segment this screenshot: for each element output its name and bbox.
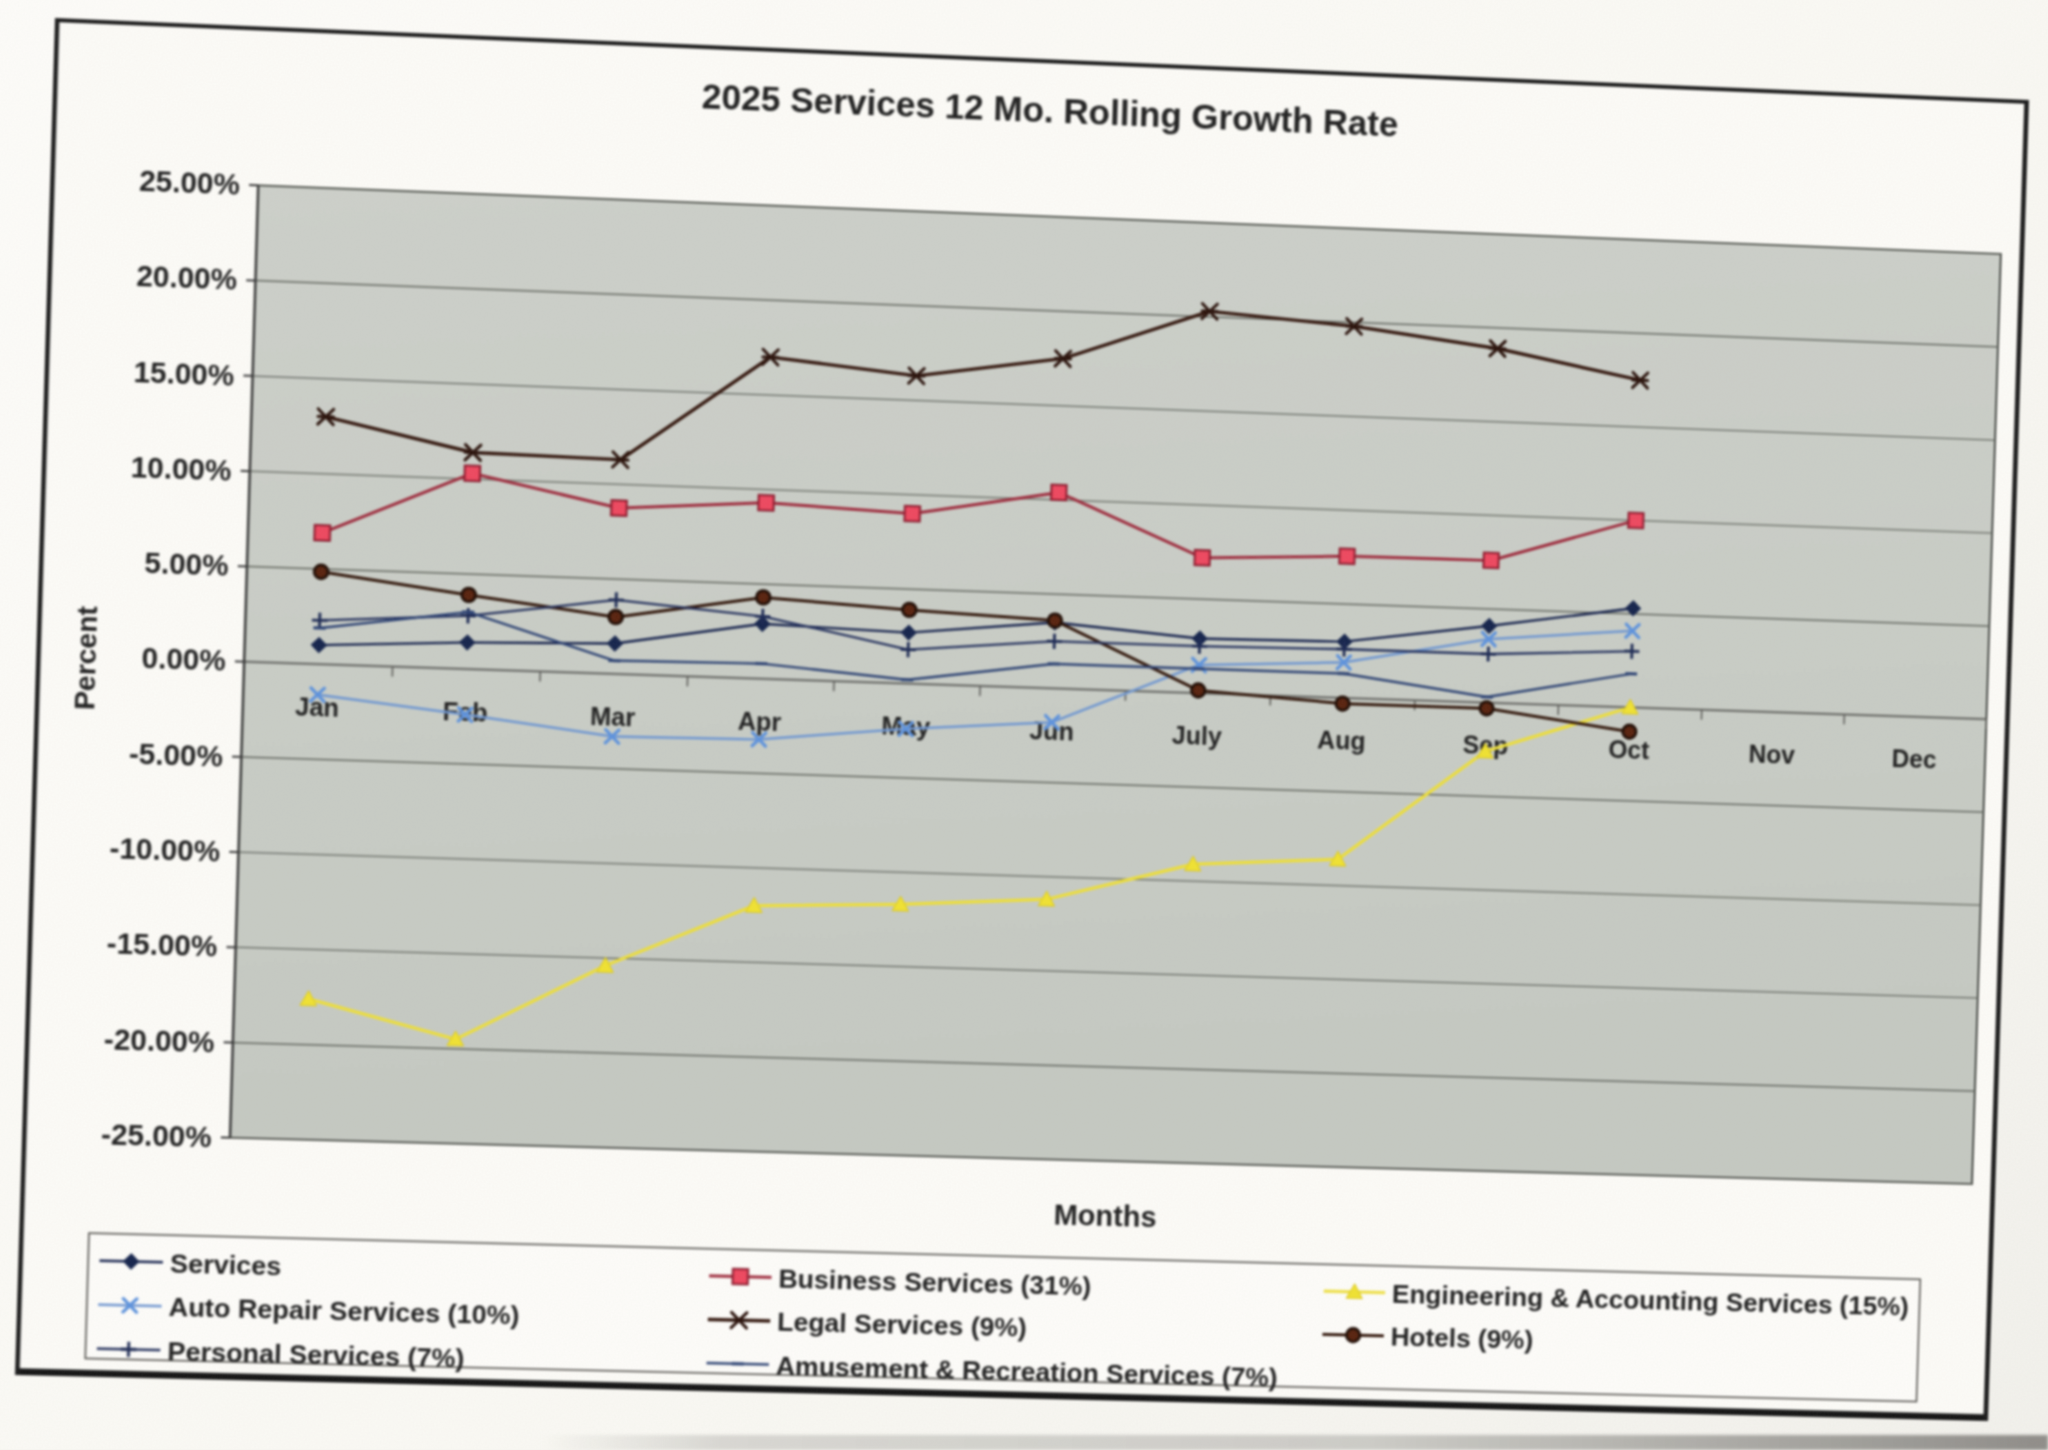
svg-text:0.00%: 0.00%	[141, 643, 226, 678]
svg-text:Mar: Mar	[590, 704, 636, 733]
svg-text:-15.00%: -15.00%	[106, 928, 217, 964]
svg-text:Hotels (9%): Hotels (9%)	[1390, 1322, 1533, 1356]
svg-text:Percent: Percent	[69, 605, 104, 710]
svg-text:Months: Months	[1053, 1199, 1157, 1234]
svg-text:-25.00%: -25.00%	[101, 1119, 212, 1155]
svg-text:Legal Services (9%): Legal Services (9%)	[777, 1307, 1027, 1343]
svg-text:Dec: Dec	[1891, 746, 1937, 775]
svg-text:5.00%: 5.00%	[144, 547, 229, 583]
svg-text:Aug: Aug	[1317, 727, 1366, 756]
svg-text:-20.00%: -20.00%	[103, 1023, 214, 1059]
svg-text:Oct: Oct	[1608, 737, 1650, 766]
svg-text:July: July	[1171, 723, 1222, 752]
svg-text:Jan: Jan	[295, 694, 340, 723]
svg-text:-10.00%: -10.00%	[109, 833, 220, 869]
svg-text:10.00%: 10.00%	[130, 451, 232, 487]
svg-text:Apr: Apr	[737, 709, 781, 738]
svg-text:-5.00%: -5.00%	[128, 738, 223, 774]
svg-text:15.00%: 15.00%	[133, 356, 235, 392]
svg-text:20.00%: 20.00%	[136, 260, 238, 297]
svg-text:Services: Services	[170, 1248, 282, 1281]
svg-text:25.00%: 25.00%	[139, 165, 241, 202]
svg-text:Nov: Nov	[1748, 742, 1796, 771]
